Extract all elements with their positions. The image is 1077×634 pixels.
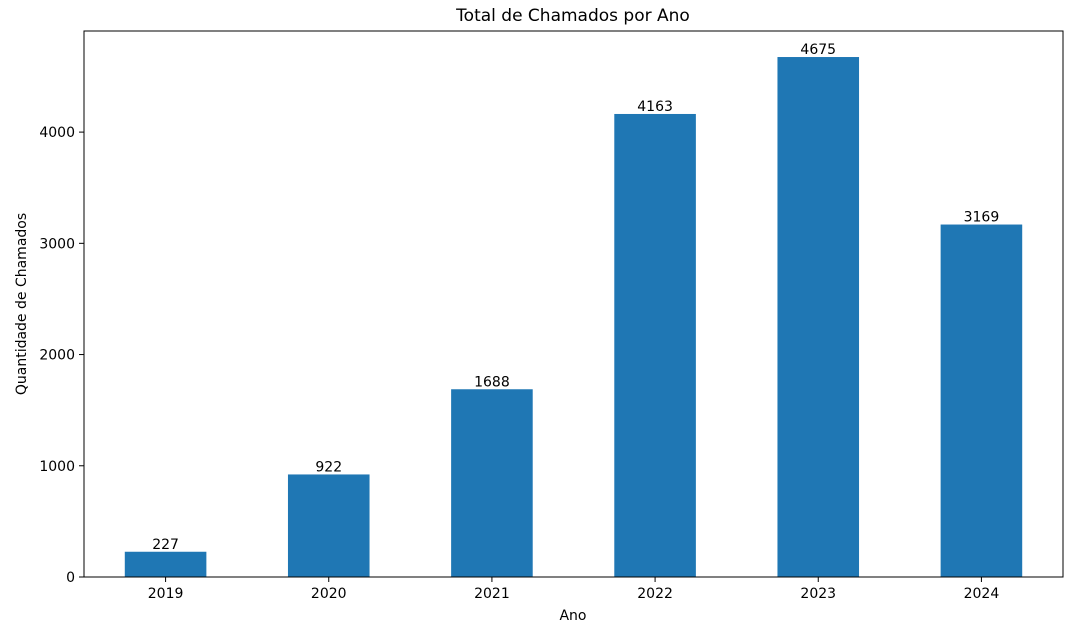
data-label-2020: 922 (315, 459, 342, 475)
bar-2019 (124, 551, 207, 577)
x-axis-title: Ano (559, 608, 586, 624)
bar-2024 (940, 224, 1023, 577)
bar-2020 (287, 474, 370, 577)
x-tick-label-2019: 2019 (148, 586, 184, 602)
data-label-2024: 3169 (964, 210, 1000, 226)
bars (124, 57, 1023, 577)
bar-2023 (777, 57, 860, 577)
y-tick-label: 4000 (39, 125, 75, 141)
x-tick-label-2022: 2022 (637, 586, 673, 602)
y-tick-label: 1000 (39, 459, 75, 475)
x-tick-label-2023: 2023 (800, 586, 836, 602)
plot-frame (83, 30, 1064, 578)
data-label-2021: 1688 (474, 374, 510, 390)
bar-2022 (614, 113, 696, 577)
y-tick-label: 3000 (39, 236, 75, 252)
x-tick-label-2024: 2024 (964, 586, 1000, 602)
bar-2021 (451, 389, 533, 577)
chart-title: Total de Chamados por Ano (455, 6, 690, 26)
y-tick-label: 0 (66, 570, 75, 586)
data-label-2023: 4675 (800, 42, 836, 58)
data-label-2019: 227 (152, 537, 179, 553)
data-labels: 227 922 1688 4163 4675 3169 (152, 42, 999, 553)
x-axis-ticks: 2019 2020 2021 2022 2023 2024 (148, 577, 1000, 602)
y-tick-label: 2000 (39, 348, 75, 364)
data-label-2022: 4163 (637, 99, 673, 115)
y-axis-title: Quantidade de Chamados (14, 213, 30, 395)
y-axis-ticks: 0 1000 2000 3000 4000 (39, 125, 84, 586)
x-tick-label-2021: 2021 (474, 586, 510, 602)
x-tick-label-2020: 2020 (311, 586, 347, 602)
